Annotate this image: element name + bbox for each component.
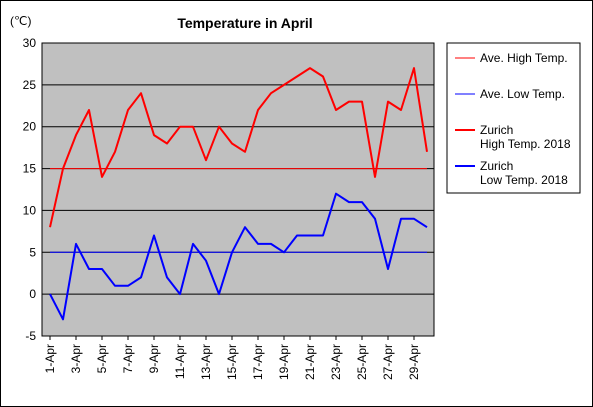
legend-box xyxy=(446,42,581,194)
plot-area xyxy=(41,42,435,337)
legend-label-2: High Temp. 2018 xyxy=(480,137,571,151)
x-tick-label: 23-Apr xyxy=(329,344,343,380)
y-tick-label: 25 xyxy=(23,78,37,92)
x-tick-label: 7-Apr xyxy=(121,344,135,373)
x-tick-label: 3-Apr xyxy=(69,344,83,373)
series-line-2 xyxy=(49,67,428,228)
legend-label-0: Ave. High Temp. xyxy=(480,51,568,65)
x-tick-label: 21-Apr xyxy=(303,344,317,380)
x-tick-label: 11-Apr xyxy=(173,344,187,379)
y-tick-label: 20 xyxy=(23,120,37,134)
y-tick-label: 30 xyxy=(23,36,37,50)
legend-label-2: Zurich xyxy=(480,123,513,137)
x-tick-label: 5-Apr xyxy=(95,344,109,373)
legend: Ave. High Temp.Ave. Low Temp.ZurichHigh … xyxy=(455,51,571,187)
x-tick-label: 17-Apr xyxy=(251,344,265,380)
x-tick-label: 15-Apr xyxy=(225,344,239,380)
x-tick-label: 1-Apr xyxy=(43,344,57,373)
y-tick-label: 5 xyxy=(29,245,36,259)
x-tick-label: 27-Apr xyxy=(381,344,395,380)
legend-label-3: Low Temp. 2018 xyxy=(480,173,568,187)
y-unit-label: (℃) xyxy=(10,14,31,28)
legend-label-3: Zurich xyxy=(480,159,513,173)
x-axis-ticks: 1-Apr 3-Apr 5-Apr 7-Apr 9-Apr 11-Apr 13-Apr 15-… xyxy=(43,336,421,380)
x-tick-label: 9-Apr xyxy=(147,344,161,373)
chart-title: Temperature in April xyxy=(177,15,312,31)
y-tick-label: 0 xyxy=(29,287,36,301)
y-tick-label: 10 xyxy=(23,203,37,217)
x-tick-label: 25-Apr xyxy=(355,344,369,380)
legend-label-1: Ave. Low Temp. xyxy=(480,87,565,101)
x-tick-label: 29-Apr xyxy=(407,344,421,380)
series-lines xyxy=(49,67,428,321)
series-line-3 xyxy=(49,192,428,321)
x-tick-label: 13-Apr xyxy=(199,344,213,380)
y-axis-ticks: 30 25 20 15 10 5 0 -5 xyxy=(23,36,37,343)
y-tick-label: 15 xyxy=(23,162,37,176)
x-tick-label: 19-Apr xyxy=(277,344,291,380)
y-tick-label: -5 xyxy=(25,329,36,343)
